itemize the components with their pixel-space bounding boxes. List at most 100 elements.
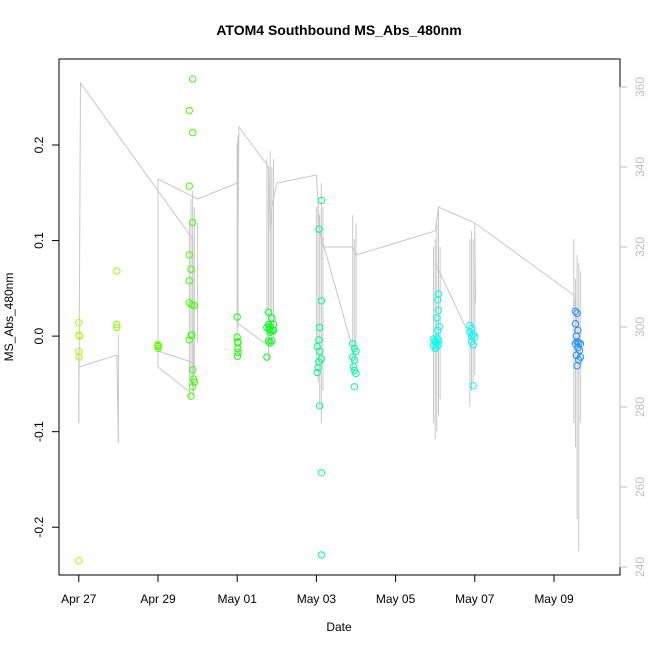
data-point — [434, 326, 442, 335]
data-point — [315, 358, 323, 366]
data-point — [185, 182, 194, 190]
y-tick-label: 0.0 — [32, 327, 46, 344]
data-point — [75, 319, 83, 327]
data-point — [316, 323, 324, 332]
data-point — [190, 378, 199, 386]
data-point — [433, 342, 441, 351]
data-point — [434, 306, 443, 314]
data-point — [185, 277, 194, 285]
data-point — [264, 337, 273, 345]
data-point — [263, 353, 271, 361]
y-right-tick-label: 300 — [633, 317, 647, 337]
data-point — [469, 341, 477, 349]
data-point — [432, 339, 440, 347]
data-point — [189, 128, 197, 137]
x-tick-label: Apr 29 — [140, 592, 176, 606]
plot-area-border — [58, 58, 621, 576]
data-point — [233, 313, 241, 321]
y-axis: -0.2 -0.1 0.0 0.1 0.2 — [32, 136, 60, 538]
data-point — [573, 309, 581, 317]
data-point — [571, 340, 580, 348]
data-point — [313, 368, 321, 377]
data-point — [269, 320, 278, 329]
right-axis-series-segment — [319, 230, 355, 356]
data-point — [316, 402, 324, 410]
data-point — [352, 369, 360, 378]
y-tick-label: -0.2 — [32, 517, 46, 538]
x-tick-label: May 07 — [455, 592, 495, 606]
x-tick-label: May 03 — [297, 592, 337, 606]
data-point — [433, 314, 441, 322]
data-point — [316, 347, 324, 356]
data-point — [113, 267, 121, 275]
data-point — [189, 365, 197, 374]
data-point — [233, 352, 242, 360]
x-axis: Apr 27 Apr 29 May 01 May 03 May 05 May 07 May … — [61, 574, 574, 606]
right-axis-series-line — [78, 81, 578, 424]
data-point — [189, 375, 198, 383]
right-axis-series-segment — [78, 354, 119, 444]
data-point — [113, 320, 121, 329]
y-right-tick-label: 340 — [633, 157, 647, 177]
x-tick-label: May 05 — [376, 592, 416, 606]
data-point — [467, 332, 476, 340]
right-axis-series-segment — [157, 350, 195, 364]
data-point — [571, 320, 580, 328]
data-point — [185, 106, 194, 115]
data-point — [187, 265, 195, 273]
chart-title: ATOM4 Southbound MS_Abs_480nm — [216, 22, 461, 38]
data-point — [434, 296, 442, 304]
data-point — [185, 251, 194, 259]
data-point — [234, 348, 242, 357]
data-point — [269, 326, 278, 335]
y-right-tick-label: 260 — [633, 477, 647, 497]
data-point — [317, 551, 326, 559]
data-point — [469, 382, 477, 390]
y-right-tick-label: 360 — [633, 77, 647, 97]
right-axis-line-layer — [78, 81, 581, 551]
data-point — [75, 332, 84, 340]
data-point — [350, 383, 359, 391]
data-point — [315, 225, 323, 233]
data-point — [264, 308, 273, 316]
data-point — [433, 334, 441, 342]
data-point — [266, 339, 274, 347]
data-point — [572, 332, 580, 340]
x-axis-label: Date — [326, 620, 352, 634]
data-point — [154, 342, 163, 350]
data-point — [317, 196, 326, 205]
data-point — [154, 344, 163, 353]
data-point — [571, 307, 580, 315]
data-point — [315, 336, 323, 344]
data-point — [234, 339, 242, 347]
data-point — [190, 301, 199, 310]
data-point — [314, 363, 322, 372]
scatter-point-layer — [75, 75, 585, 565]
y-right-tick-label: 280 — [633, 397, 647, 417]
y-tick-label: -0.1 — [32, 421, 46, 442]
data-point — [187, 392, 195, 400]
y-right-tick-label: 320 — [633, 237, 647, 257]
data-point — [75, 353, 83, 361]
data-point — [349, 363, 358, 371]
x-tick-label: Apr 27 — [61, 592, 97, 606]
data-point — [573, 362, 581, 370]
data-point — [349, 340, 357, 348]
y-tick-label: 0.2 — [32, 136, 46, 153]
data-point — [268, 314, 276, 322]
x-tick-label: May 09 — [534, 592, 574, 606]
data-point — [113, 323, 121, 332]
data-point — [435, 322, 443, 331]
data-point — [317, 469, 326, 477]
data-point — [189, 75, 197, 83]
data-point — [352, 347, 360, 356]
data-point — [75, 347, 83, 356]
data-point — [189, 218, 197, 227]
y-right-tick-label: 240 — [633, 557, 647, 577]
right-axis-series-segment — [434, 262, 474, 344]
data-point — [234, 344, 242, 353]
data-point — [268, 337, 276, 345]
data-point — [75, 557, 83, 565]
x-tick-label: May 01 — [218, 592, 258, 606]
